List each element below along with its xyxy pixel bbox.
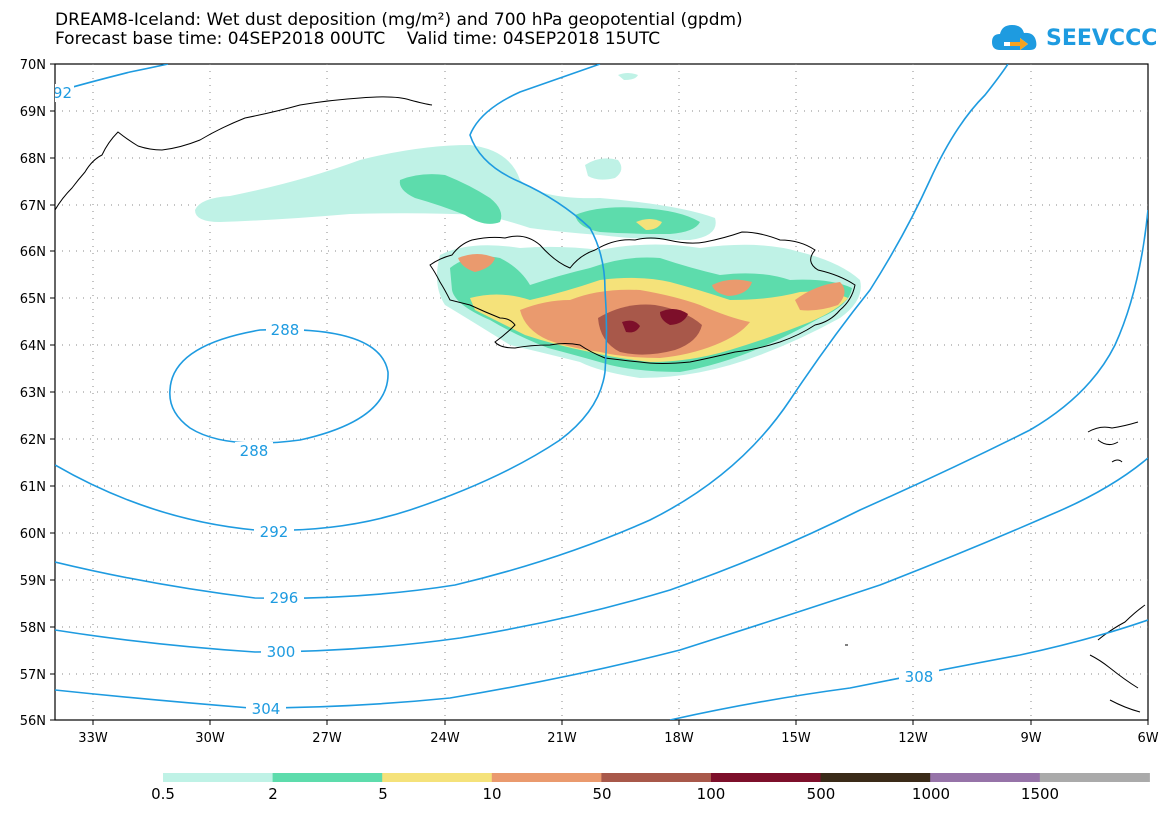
lon-label: 15W: [781, 731, 811, 746]
longitude-labels: 33W 30W 27W 24W 21W 18W 15W 12W 9W 6W: [78, 731, 1158, 746]
greenland-coast: [55, 96, 433, 211]
lon-label: 33W: [78, 731, 108, 746]
lon-label: 21W: [547, 731, 577, 746]
legend-label: 100: [697, 785, 726, 803]
dust-area-orange-east: [795, 282, 845, 311]
lat-label: 59N: [20, 574, 46, 589]
lat-label: 62N: [20, 433, 46, 448]
lon-label: 24W: [430, 731, 460, 746]
axis-ticks: [50, 63, 1149, 725]
legend-swatch: [491, 773, 602, 782]
dust-area-orange-west: [458, 254, 495, 272]
dust-area-green-east: [575, 207, 700, 234]
seevccc-logo: SEEVCCC: [990, 20, 1157, 56]
map-title: DREAM8-Iceland: Wet dust deposition (mg/…: [55, 10, 743, 30]
contour-292-north: [55, 64, 169, 93]
legend-label: 50: [592, 785, 611, 803]
dust-area-green-west: [399, 174, 502, 224]
lon-label: 18W: [664, 731, 694, 746]
latitude-labels: 70N 69N 68N 67N 66N 65N 64N 63N 62N 61N …: [20, 58, 46, 729]
contour-label: 304: [252, 700, 281, 718]
lat-label: 58N: [20, 621, 46, 636]
legend-label: 500: [807, 785, 836, 803]
lat-label: 65N: [20, 292, 46, 307]
contour-label: 308: [905, 668, 934, 686]
lat-label: 64N: [20, 339, 46, 354]
contour-labels: 92 288 288 292 296 300 304 308: [53, 84, 939, 718]
lon-label: 27W: [312, 731, 342, 746]
lat-label: 69N: [20, 105, 46, 120]
contour-label: 92: [53, 84, 72, 102]
contour-label: 296: [270, 589, 299, 607]
color-legend: 0.5 2 5 10 50 100 500 1000 1500: [151, 773, 1150, 803]
lat-label: 56N: [20, 714, 46, 729]
lon-label: 6W: [1137, 731, 1158, 746]
contour-label: 288: [271, 321, 300, 339]
dust-area-darkred-center: [660, 308, 688, 325]
contour-288-ring: [169, 328, 389, 444]
lon-label: 12W: [898, 731, 928, 746]
map-subtitle: Forecast base time: 04SEP2018 00UTC Vali…: [55, 29, 661, 49]
logo-text: SEEVCCC: [1046, 25, 1158, 51]
dust-area-darkred-west: [622, 320, 640, 333]
lat-label: 70N: [20, 58, 46, 73]
legend-label: 2: [268, 785, 278, 803]
legend-label: 5: [378, 785, 388, 803]
faroe-coast: [1087, 421, 1139, 463]
cloud-icon: [992, 25, 1037, 50]
legend-label: 10: [482, 785, 501, 803]
legend-swatch: [820, 773, 931, 782]
legend-swatch: [163, 773, 274, 782]
lon-label: 9W: [1020, 731, 1041, 746]
legend-swatch: [930, 773, 1041, 782]
lat-label: 60N: [20, 527, 46, 542]
legend-label: 1000: [912, 785, 950, 803]
contour-trough: [55, 64, 608, 532]
legend-label: 1500: [1021, 785, 1059, 803]
legend-label: 0.5: [151, 785, 175, 803]
legend-swatch: [601, 773, 712, 782]
contour-label: 292: [260, 523, 289, 541]
dust-area-yellow-spot: [636, 219, 662, 230]
legend-swatch: [272, 773, 383, 782]
lat-label: 67N: [20, 199, 46, 214]
lon-label: 30W: [195, 731, 225, 746]
legend-swatch: [382, 773, 493, 782]
lat-label: 61N: [20, 480, 46, 495]
lat-label: 68N: [20, 152, 46, 167]
legend-swatch: [711, 773, 822, 782]
lat-label: 63N: [20, 386, 46, 401]
dust-area-lightest-small: [618, 73, 638, 80]
lat-label: 66N: [20, 245, 46, 260]
iceland-coast: [429, 231, 856, 364]
legend-swatch: [1039, 773, 1150, 782]
contour-label: 288: [240, 442, 269, 460]
contour-label: 300: [267, 643, 296, 661]
dust-area-lightest-spot: [585, 158, 622, 180]
lat-label: 57N: [20, 668, 46, 683]
dust-area-orange-north: [712, 279, 752, 296]
